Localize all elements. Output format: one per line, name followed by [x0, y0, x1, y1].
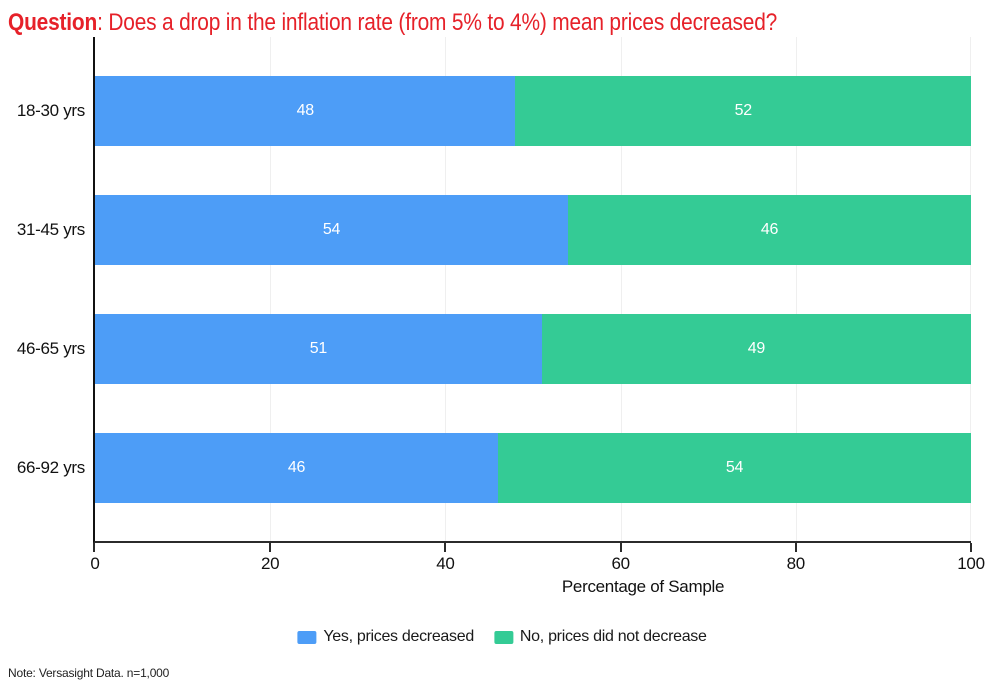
bar-row-31-45: 31-45 yrs 54 46 [17, 195, 971, 265]
bar-value-label: 49 [747, 340, 766, 357]
x-axis-title: Percentage of Sample [561, 577, 725, 596]
x-tick-60 [619, 543, 622, 552]
gridline-100 [970, 37, 971, 541]
bar-segment-no: 46 [568, 195, 971, 265]
stacked-bar: 51 49 [95, 314, 971, 384]
gridline-60 [620, 37, 622, 541]
x-tick-20 [269, 543, 272, 552]
gridline-20 [270, 37, 272, 541]
x-tick-label: 40 [436, 554, 455, 573]
bar-row-66-92: 66-92 yrs 46 54 [17, 433, 971, 503]
legend-label: No, prices did not decrease [519, 628, 707, 645]
chart-title-prefix: Question [8, 9, 98, 36]
x-tick-label: 80 [786, 554, 806, 573]
gridline-40 [445, 37, 447, 541]
bar-segment-yes: 54 [95, 195, 569, 265]
x-tick-label: 20 [261, 554, 280, 573]
x-tick-label: 60 [611, 554, 630, 573]
gridline-80 [795, 37, 797, 541]
bar-row-46-65: 46-65 yrs 51 49 [17, 314, 971, 384]
bar-value-label: 51 [309, 340, 328, 357]
stacked-bar: 46 54 [95, 433, 971, 503]
category-label: 18-30 yrs [16, 101, 85, 120]
plot-area: 18-30 yrs 48 52 31-45 yrs 54 46 46-65 yr… [17, 37, 985, 573]
legend: Yes, prices decreased No, prices did not… [297, 628, 707, 646]
x-tick-40 [444, 543, 447, 552]
bar-row-18-30: 18-30 yrs 48 52 [17, 76, 971, 146]
x-tick-label: 0 [90, 554, 100, 573]
bar-segment-yes: 51 [95, 314, 542, 384]
x-tick-label: 100 [957, 554, 985, 573]
category-label: 46-65 yrs [16, 339, 85, 358]
bar-segment-no: 54 [497, 433, 971, 503]
bar-value-label: 54 [725, 459, 744, 476]
stacked-bar: 48 52 [95, 76, 971, 146]
x-tick-0 [93, 543, 95, 552]
bar-value-label: 54 [322, 221, 341, 238]
bar-value-label: 46 [287, 459, 306, 476]
legend-label: Yes, prices decreased [323, 628, 474, 645]
bar-value-label: 48 [296, 102, 315, 119]
chart-title-text: : Does a drop in the inflation rate (fro… [97, 9, 778, 36]
bar-segment-yes: 48 [95, 76, 516, 146]
legend-swatch-green-icon [493, 630, 513, 644]
x-tick-80 [794, 543, 797, 552]
stacked-bar: 54 46 [95, 195, 971, 265]
source-note: Note: Versasight Data. n=1,000 [8, 666, 170, 680]
legend-swatch-blue-icon [297, 630, 317, 644]
bar-segment-no: 49 [541, 314, 971, 384]
bar-segment-yes: 46 [95, 433, 498, 503]
bar-value-label: 46 [760, 221, 779, 238]
bar-segment-no: 52 [515, 76, 971, 146]
category-label: 31-45 yrs [16, 220, 85, 239]
bar-value-label: 52 [734, 102, 753, 119]
legend-item-no: No, prices did not decrease [493, 628, 707, 646]
chart-title: Question: Does a drop in the inflation r… [8, 9, 777, 37]
x-tick-100 [970, 543, 972, 552]
legend-item-yes: Yes, prices decreased [297, 628, 474, 646]
category-label: 66-92 yrs [16, 458, 85, 477]
